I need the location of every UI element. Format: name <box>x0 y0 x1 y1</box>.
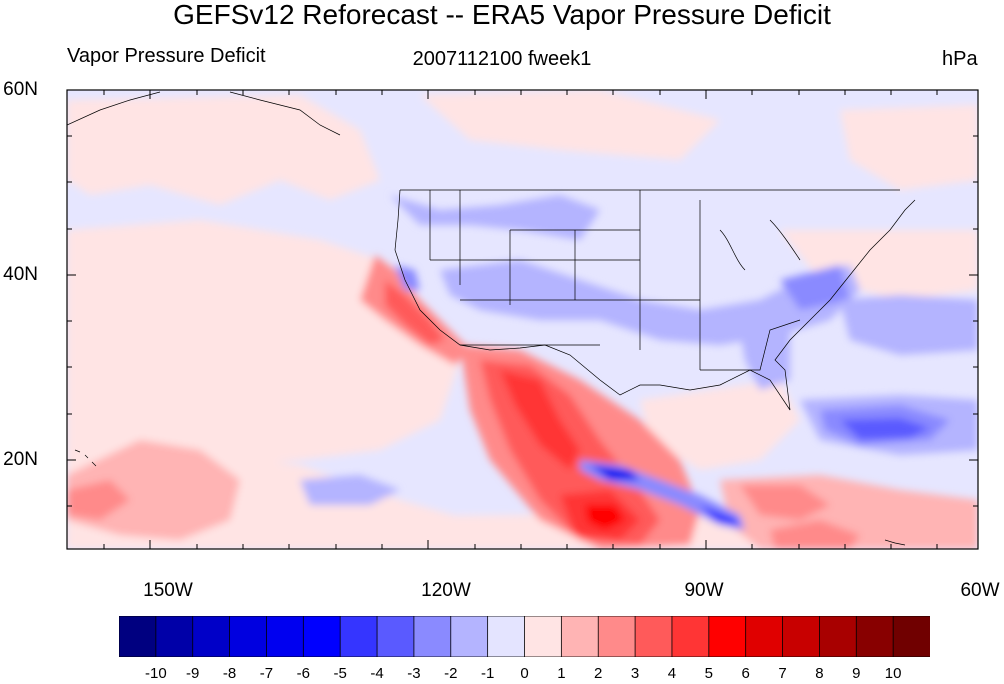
colorbar <box>119 616 930 657</box>
colorbar-swatch <box>192 616 231 657</box>
colorbar-tick-label: 4 <box>667 665 677 682</box>
lat-label-20n: 20N <box>3 449 38 470</box>
colorbar-swatch <box>487 616 526 657</box>
colorbar-tick-label: 6 <box>741 665 750 682</box>
colorbar-tick-label: 9 <box>852 665 861 682</box>
axis-ticks <box>67 89 979 549</box>
lon-label-90w: 90W <box>684 580 724 601</box>
colorbar-swatch <box>266 616 305 657</box>
colorbar-swatch <box>782 616 821 657</box>
colorbar-tick-label: -9 <box>186 665 200 682</box>
colorbar-tick-label: -1 <box>480 665 495 682</box>
colorbar-swatch <box>302 616 342 657</box>
colorbar-swatch <box>339 616 378 657</box>
colorbar-swatch <box>450 616 489 657</box>
colorbar-swatch <box>671 616 710 657</box>
lon-label-120w: 120W <box>421 580 471 601</box>
colorbar-tick-label: 2 <box>594 665 603 682</box>
map-title: GEFSv12 Reforecast -- ERA5 Vapor Pressur… <box>173 0 831 30</box>
colorbar-swatch <box>597 616 636 657</box>
colorbar-tick-label: 0 <box>520 665 529 682</box>
colorbar-swatch <box>892 616 930 657</box>
colorbar-tick-label: -3 <box>407 665 421 682</box>
colorbar-tick-label: -4 <box>370 665 384 682</box>
colorbar-swatch <box>413 616 452 657</box>
lon-label-60w: 60W <box>960 580 1000 601</box>
lat-label-40n: 40N <box>3 264 38 285</box>
colorbar-swatch <box>376 616 415 657</box>
colorbar-swatch <box>524 616 563 657</box>
colorbar-swatch <box>819 616 858 657</box>
colorbar-tick-label: -7 <box>259 665 274 682</box>
colorbar-swatch <box>634 616 673 657</box>
colorbar-tick-label: -6 <box>296 665 310 682</box>
colorbar-swatch <box>155 616 194 657</box>
colorbar-swatch <box>119 616 157 657</box>
field-layer <box>67 90 978 549</box>
colorbar-swatch <box>708 616 747 657</box>
colorbar-tick-label: 10 <box>884 665 902 682</box>
coastline-layer <box>67 91 916 546</box>
colorbar-tick-label: -10 <box>145 665 167 682</box>
colorbar-swatch <box>229 616 268 657</box>
colorbar-tick-label: 3 <box>630 665 640 682</box>
lat-label-60n: 60N <box>3 79 38 100</box>
map-frame <box>66 89 979 550</box>
colorbar-tick-label: 1 <box>557 665 566 682</box>
units-label: hPa <box>942 48 978 70</box>
colorbar-tick-label: -2 <box>444 665 458 682</box>
lon-label-150w: 150W <box>143 580 193 601</box>
colorbar-swatch <box>855 616 895 657</box>
colorbar-tick-label: 5 <box>704 665 713 682</box>
colorbar-tick-label: -5 <box>333 665 347 682</box>
date-label: 2007112100 fweek1 <box>412 48 592 70</box>
colorbar-swatch <box>560 616 600 657</box>
colorbar-tick-label: 8 <box>815 665 824 682</box>
colorbar-tick-label: 7 <box>778 665 787 682</box>
colorbar-swatch <box>745 616 784 657</box>
colorbar-tick-label: -8 <box>222 665 237 682</box>
variable-label: Vapor Pressure Deficit <box>67 45 266 67</box>
